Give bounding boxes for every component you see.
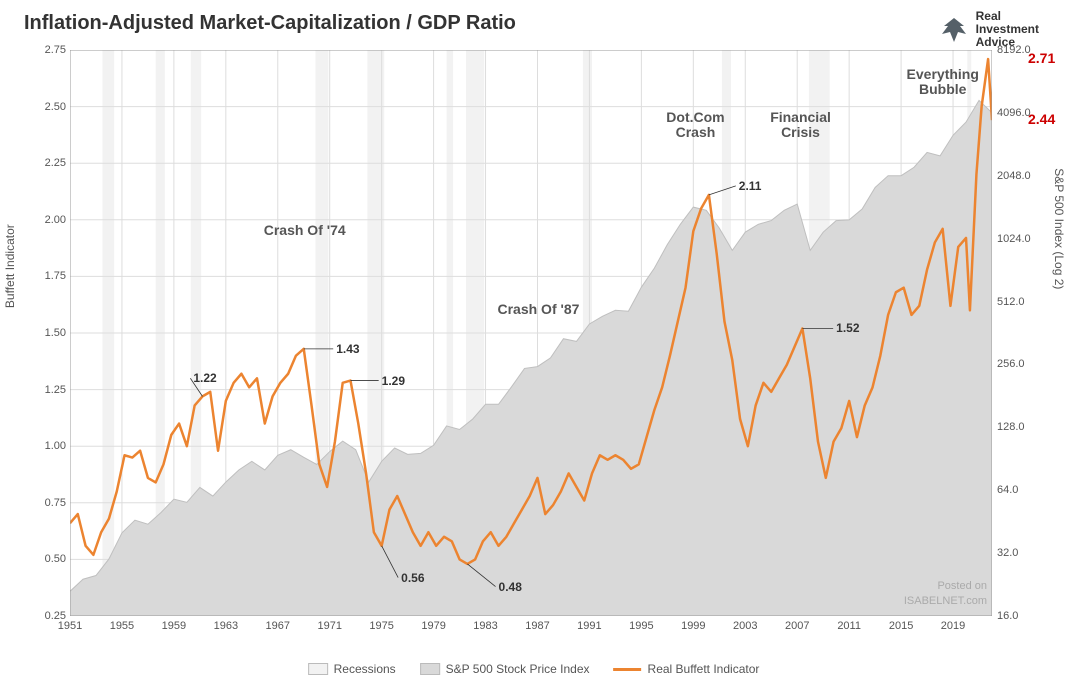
legend-line (614, 668, 642, 671)
x-tick: 1983 (473, 620, 497, 632)
legend: Recessions S&P 500 Stock Price Index Real … (308, 662, 760, 676)
y-left-tick: 1.50 (45, 327, 66, 339)
annotation: Dot.ComCrash (666, 110, 724, 141)
point-label: 1.43 (336, 342, 359, 356)
y-left-tick: 2.75 (45, 44, 66, 56)
y-left-tick: 0.75 (45, 497, 66, 509)
posted-line1: Posted on (904, 579, 987, 593)
x-tick: 1999 (681, 620, 705, 632)
x-tick: 2007 (785, 620, 809, 632)
y-left-tick: 1.75 (45, 270, 66, 282)
x-tick: 2003 (733, 620, 757, 632)
eagle-icon (938, 14, 970, 46)
y-right-tick: 4096.0 (997, 107, 1031, 119)
point-label: 1.52 (836, 321, 859, 335)
point-label: 1.29 (382, 374, 405, 388)
y-axis-left-label: Buffett Indicator (3, 224, 17, 308)
x-tick: 1991 (577, 620, 601, 632)
y-left-tick: 1.25 (45, 384, 66, 396)
legend-label: Recessions (334, 662, 396, 676)
point-label: 1.22 (193, 371, 216, 385)
annotation: Crash Of '74 (264, 223, 346, 238)
y-left-tick: 0.50 (45, 553, 66, 565)
y-right-tick: 512.0 (997, 296, 1025, 308)
x-tick: 2011 (837, 620, 861, 632)
y-right-tick: 2048.0 (997, 170, 1031, 182)
end-value-label: 2.71 (1028, 50, 1055, 66)
y-right-tick: 1024.0 (997, 233, 1031, 245)
x-tick: 2019 (941, 620, 965, 632)
legend-item: Recessions (308, 662, 396, 676)
legend-label: S&P 500 Stock Price Index (446, 662, 590, 676)
y-right-tick: 32.0 (997, 547, 1018, 559)
legend-label: Real Buffett Indicator (648, 662, 760, 676)
chart-container: Inflation-Adjusted Market-Capitalization… (0, 0, 1067, 686)
x-tick: 1979 (421, 620, 445, 632)
x-tick: 1987 (525, 620, 549, 632)
y-left-tick: 2.50 (45, 101, 66, 113)
point-label: 0.56 (401, 571, 424, 585)
y-right-tick: 8192.0 (997, 44, 1031, 56)
end-value-label: 2.44 (1028, 111, 1055, 127)
y-axis-right-label: S&P 500 Index (Log 2) (1052, 168, 1066, 289)
chart-title: Inflation-Adjusted Market-Capitalization… (24, 12, 516, 35)
annotation: EverythingBubble (907, 67, 979, 98)
legend-swatch (308, 663, 328, 675)
legend-swatch (420, 663, 440, 675)
x-tick: 1975 (369, 620, 393, 632)
x-tick: 1971 (317, 620, 341, 632)
posted-watermark: Posted on ISABELNET.com (904, 579, 987, 608)
y-right-tick: 16.0 (997, 610, 1018, 622)
y-right-tick: 64.0 (997, 484, 1018, 496)
y-left-tick: 2.00 (45, 214, 66, 226)
x-tick: 1995 (629, 620, 653, 632)
legend-item: Real Buffett Indicator (614, 662, 760, 676)
x-tick: 1963 (214, 620, 238, 632)
x-tick: 1959 (162, 620, 186, 632)
y-right-tick: 256.0 (997, 358, 1025, 370)
y-left-tick: 2.25 (45, 157, 66, 169)
y-right-tick: 128.0 (997, 421, 1025, 433)
posted-line2: ISABELNET.com (904, 594, 987, 608)
x-tick: 1967 (266, 620, 290, 632)
y-left-tick: 1.00 (45, 440, 66, 452)
annotation: FinancialCrisis (770, 110, 831, 141)
x-tick: 1955 (110, 620, 134, 632)
point-label: 0.48 (499, 580, 522, 594)
point-label: 2.11 (739, 179, 762, 193)
x-tick: 1951 (58, 620, 82, 632)
annotation: Crash Of '87 (497, 302, 579, 317)
legend-item: S&P 500 Stock Price Index (420, 662, 590, 676)
x-tick: 2015 (889, 620, 913, 632)
